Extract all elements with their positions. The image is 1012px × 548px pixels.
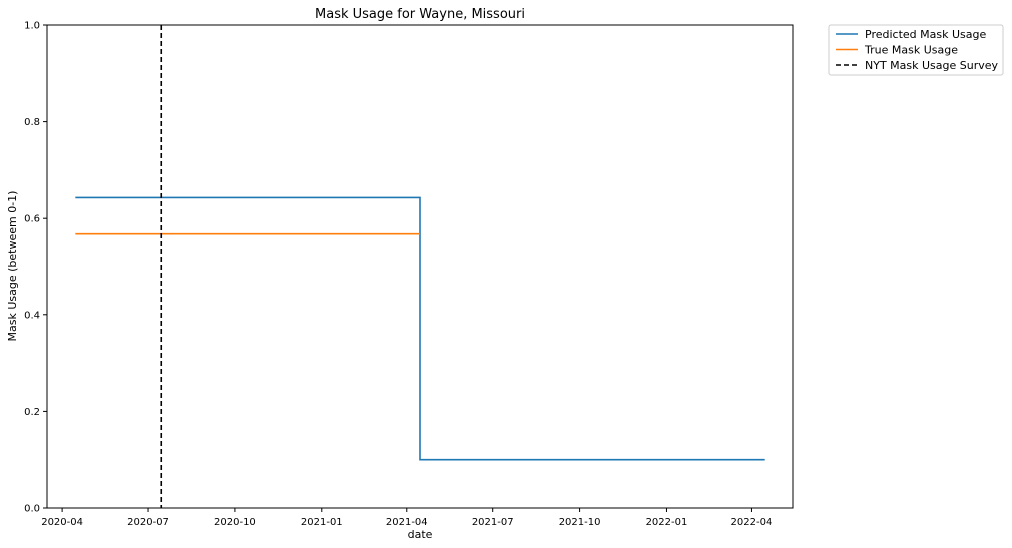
y-tick-label: 0.4 (24, 310, 40, 321)
legend-frame (828, 24, 1004, 76)
y-tick-label: 0.6 (24, 214, 40, 225)
legend-label-nyt-mask-usage-survey: NYT Mask Usage Survey (865, 59, 999, 72)
chart-title: Mask Usage for Wayne, Missouri (315, 7, 525, 22)
x-tick-label: 2021-10 (559, 517, 601, 528)
legend: Predicted Mask Usage True Mask Usage NYT M… (828, 24, 1004, 76)
x-axis-label: date (408, 528, 433, 541)
y-tick-label: 0.8 (24, 117, 40, 128)
y-tick-label: 1.0 (24, 21, 40, 32)
x-tick-label: 2022-04 (731, 517, 773, 528)
series-layer (75, 25, 765, 508)
x-axis: 2020-04 2020-07 2020-10 2021-01 2021-04 2021-… (41, 508, 772, 528)
x-tick-label: 2020-04 (41, 517, 83, 528)
series-predicted-mask-usage (75, 196, 765, 461)
x-tick-label: 2020-07 (127, 517, 169, 528)
x-tick-label: 2021-04 (386, 517, 428, 528)
y-axis: 0.0 0.2 0.4 0.6 0.8 1.0 (24, 21, 47, 515)
x-tick-label: 2020-10 (214, 517, 256, 528)
plot-frame (46, 24, 794, 509)
y-axis-label: Mask Usage (betweem 0-1) (6, 191, 19, 342)
x-tick-label: 2022-01 (646, 517, 688, 528)
x-tick-label: 2021-07 (472, 517, 514, 528)
legend-label-predicted-mask-usage: Predicted Mask Usage (865, 28, 986, 41)
y-tick-label: 0.2 (24, 407, 40, 418)
x-tick-label: 2021-01 (301, 517, 343, 528)
y-tick-label: 0.0 (24, 504, 40, 515)
legend-label-true-mask-usage: True Mask Usage (864, 44, 958, 57)
